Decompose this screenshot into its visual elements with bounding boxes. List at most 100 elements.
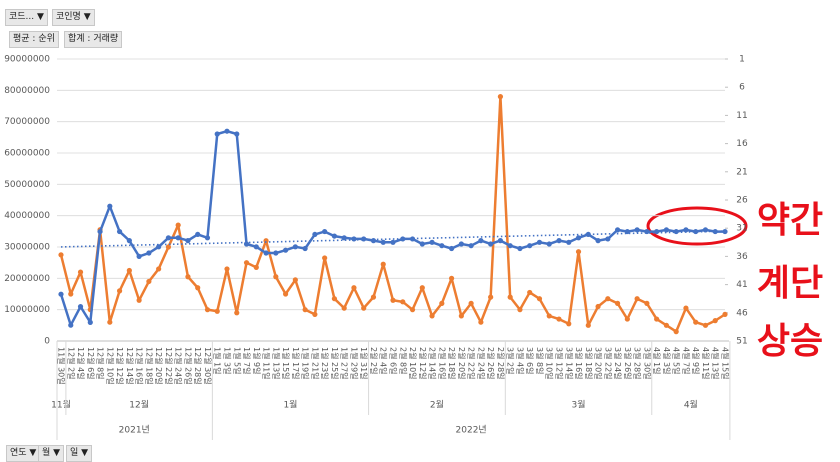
series-marker xyxy=(556,238,562,244)
x-tick-label: 3월 14일 xyxy=(564,347,574,380)
series-marker xyxy=(507,243,513,249)
series-marker xyxy=(175,222,181,228)
series-marker xyxy=(400,299,406,305)
series-marker xyxy=(214,308,220,314)
series-marker xyxy=(497,238,504,244)
series-marker xyxy=(107,203,113,209)
series-marker xyxy=(370,294,377,300)
field-button[interactable]: 코드... ▼ xyxy=(5,9,48,26)
series-marker xyxy=(673,329,679,335)
x-tick-label: 1월 23일 xyxy=(320,347,330,380)
series-marker xyxy=(136,253,142,259)
series-marker xyxy=(429,239,435,245)
series-marker xyxy=(546,313,552,319)
series-marker xyxy=(224,128,230,134)
x-tick-label: 2월 8일 xyxy=(398,347,408,374)
series-marker xyxy=(292,244,298,250)
x-tick-label: 12월 10일 xyxy=(105,347,115,385)
series-marker xyxy=(253,244,259,250)
series-marker xyxy=(312,311,318,317)
axis-field-button[interactable]: 일 ▼ xyxy=(66,445,93,462)
series-marker xyxy=(322,255,328,261)
series-marker xyxy=(214,131,220,137)
series-marker xyxy=(243,260,250,266)
x-tick-label: 12월 22일 xyxy=(164,347,174,385)
x-tick-label: 12월 8일 xyxy=(96,347,106,380)
y-tick-label: 60000000 xyxy=(4,149,50,159)
series-marker xyxy=(234,310,240,316)
series-marker xyxy=(458,241,464,247)
y2-tick-label: 31 xyxy=(736,224,747,234)
y2-tick-label: 41 xyxy=(736,280,747,290)
legend-label: 평균 : 순위 xyxy=(13,34,55,44)
x-tick-label: 4월 1일 xyxy=(652,347,662,374)
series-marker xyxy=(58,291,64,297)
series-marker xyxy=(702,227,709,233)
x-tick-label: 12월 14일 xyxy=(125,347,135,385)
series-marker xyxy=(507,294,513,300)
series-marker xyxy=(322,228,328,235)
series-marker xyxy=(458,313,464,319)
y2-tick-label: 6 xyxy=(739,83,745,93)
series-marker xyxy=(497,94,504,100)
series-marker xyxy=(605,296,611,302)
series-marker xyxy=(204,235,211,241)
x-tick-label: 2월 24일 xyxy=(476,347,486,380)
x-tick-label: 3월 18일 xyxy=(584,347,594,380)
series-marker xyxy=(195,285,201,291)
x-tick-label: 1월 17일 xyxy=(291,347,301,380)
x-month-label: 3월 xyxy=(572,399,586,411)
y-tick-label: 80000000 xyxy=(4,86,50,96)
x-tick-label: 12월 26일 xyxy=(183,347,193,385)
legend-label: 합계 : 거래량 xyxy=(68,34,119,44)
x-tick-label: 12월 30일 xyxy=(203,347,213,385)
series-marker xyxy=(273,274,279,280)
x-tick-label: 4월 3일 xyxy=(662,347,672,374)
x-month-label: 1월 xyxy=(283,399,297,411)
x-tick-label: 1월 27일 xyxy=(340,347,350,380)
page: 코드... ▼ 코인명 ▼ 평균 : 순위 합계 : 거래량 연도 ▼ 월 ▼ … xyxy=(4,9,824,462)
x-tick-label: 12월 24일 xyxy=(174,347,184,385)
x-tick-label: 1월 19일 xyxy=(301,347,311,380)
series-marker xyxy=(488,241,494,247)
series-marker xyxy=(644,300,650,306)
x-tick-label: 12월 6일 xyxy=(86,347,96,380)
series-marker xyxy=(68,291,74,297)
series-marker xyxy=(361,305,367,311)
series-marker xyxy=(663,227,670,233)
x-tick-label: 1월 9일 xyxy=(252,347,262,374)
x-tick-label: 3월 30일 xyxy=(642,347,652,380)
value-field-button[interactable]: 합계 : 거래량 xyxy=(64,31,123,48)
x-tick-label: 1월 5일 xyxy=(232,347,242,374)
series-marker xyxy=(282,247,289,253)
series-marker xyxy=(77,269,84,275)
y2-tick-label: 26 xyxy=(736,196,748,206)
x-tick-label: 1월 29일 xyxy=(349,347,359,380)
series-marker xyxy=(204,307,211,313)
y2-tick-label: 36 xyxy=(736,252,748,262)
x-month-label: 4월 xyxy=(684,399,698,411)
series-marker xyxy=(156,244,162,250)
annotation: 약간 xyxy=(757,200,823,241)
x-tick-label: 2월 28일 xyxy=(496,347,506,380)
series-marker xyxy=(234,131,240,137)
series-marker xyxy=(146,250,152,256)
series-marker xyxy=(546,241,552,247)
field-label: 연도 xyxy=(10,448,27,458)
series-marker xyxy=(126,238,132,244)
series-marker xyxy=(302,307,308,313)
series-marker xyxy=(97,228,103,235)
x-tick-label: 3월 2일 xyxy=(506,347,516,374)
field-button[interactable]: 코인명 ▼ xyxy=(52,9,95,26)
y-tick-label: 20000000 xyxy=(4,274,50,284)
series-marker xyxy=(654,316,660,322)
series-marker xyxy=(488,294,494,300)
x-tick-label: 1월 21일 xyxy=(310,347,320,380)
axis-field-button[interactable]: 연도 ▼ xyxy=(6,445,41,462)
series-marker xyxy=(116,288,123,294)
series-marker xyxy=(419,241,425,247)
x-tick-label: 12월 18일 xyxy=(144,347,154,385)
axis-field-button[interactable]: 월 ▼ xyxy=(38,445,65,462)
annotation: 상승 xyxy=(757,321,823,362)
value-field-button[interactable]: 평균 : 순위 xyxy=(9,31,59,48)
